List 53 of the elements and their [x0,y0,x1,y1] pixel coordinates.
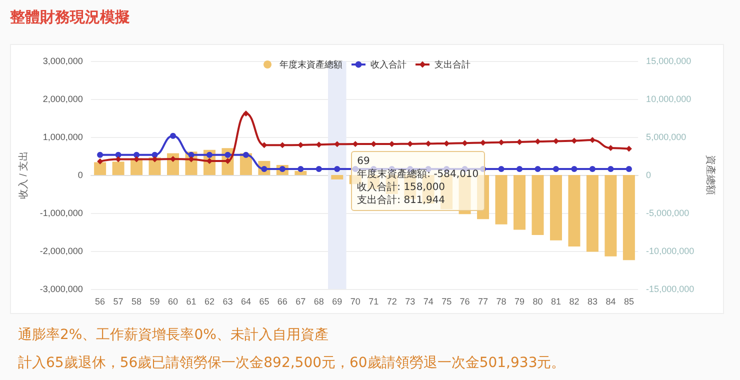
y-axis-title: 收入 / 支出 [18,150,30,200]
y2-tick-label: -5,000,000 [646,208,690,218]
x-tick-label: 65 [259,296,270,306]
x-tick-label: 63 [222,296,233,306]
x-tick-label: 61 [186,296,196,306]
x-tick-label: 67 [296,296,306,306]
y2-tick-label: 0 [646,170,652,180]
x-tick-label: 62 [204,296,214,306]
y2-tick-label: 15,000,000 [646,56,692,66]
x-tick-label: 77 [478,296,488,306]
x-tick-label: 64 [240,296,251,306]
x-tick-label: 72 [386,296,397,306]
x-tick-label: 85 [624,296,634,306]
x-tick-label: 78 [496,296,506,306]
x-tick-label: 70 [350,296,360,306]
y-tick-label: 2,000,000 [42,94,83,104]
annotation: 69 年度末資產總額: -584,010 收入合計: 158,000 支出合計: 811,944 [351,150,485,211]
x-tick-label: 80 [532,296,543,306]
y2-tick-label: 10,000,000 [646,94,692,104]
x-tick-label: 59 [150,296,160,306]
x-tick-label: 57 [113,296,124,306]
text: 計入65歲退休，56歲已請領勞保一次金892,500元，60歲請領勞退一次金501,933元。 [18,354,566,372]
text: 通膨率2%、工作薪資增長率0%、未計入自用資產 [18,326,328,344]
x-tick-label: 60 [168,296,178,306]
x-tick-label: 81 [550,296,561,306]
x-tick-label: 71 [368,296,379,306]
legend-label: 收入合計 [370,60,406,70]
x-tick-label: 76 [460,296,470,306]
x-tick-label: 82 [569,296,580,306]
x-tick-label: 74 [423,296,434,306]
y-tick-label: -1,000,000 [40,208,83,218]
x-tick-label: 75 [442,296,452,306]
legend-label: 支出合計 [434,60,470,70]
y-tick-label: 1,000,000 [42,132,83,142]
y2-tick-label: 5,000,000 [646,132,686,142]
y2-axis-title: 資產總額 [704,155,716,195]
chart-title: 整體財務現況模擬 [10,8,130,27]
x-tick-label: 79 [514,296,525,306]
y2-tick-label: -15,000,000 [646,284,694,294]
x-tick-label: 73 [405,296,416,306]
x-tick-label: 56 [95,296,106,306]
legend-label: 年度末資產總額 [280,60,342,70]
x-tick-label: 66 [277,296,288,306]
x-tick-label: 84 [606,296,616,306]
y-tick-label: -3,000,000 [40,284,83,294]
y-tick-label: -2,000,000 [40,246,83,256]
x-tick-label: 83 [587,296,598,306]
y-tick-label: 3,000,000 [42,56,83,66]
x-tick-label: 69 [332,296,342,306]
x-tick-label: 68 [314,296,324,306]
x-tick-label: 58 [132,296,142,306]
y-tick-label: 0 [78,170,83,180]
y2-tick-label: -10,000,000 [646,246,694,256]
